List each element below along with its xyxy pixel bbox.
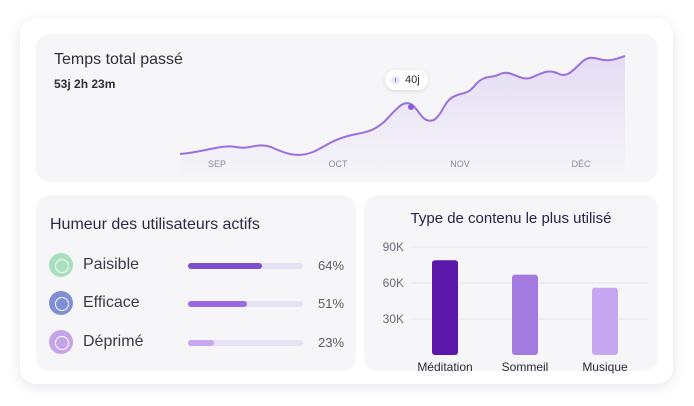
mood-bar-fill xyxy=(188,340,215,346)
mood-label: Paisible xyxy=(83,256,140,273)
time-spent-area xyxy=(180,56,625,182)
mood-panel: Humeur des utilisateurs actifs Paisible … xyxy=(36,195,356,371)
smile-icon xyxy=(49,253,73,277)
mood-title: Humeur des utilisateurs actifs xyxy=(50,216,260,233)
bar-sommeil[interactable] xyxy=(512,274,538,355)
mood-bar-fill xyxy=(188,301,247,307)
y-tick-label: 90K xyxy=(383,240,404,254)
mood-percent: 51% xyxy=(318,296,345,311)
mood-row-efficace: Efficace 51% xyxy=(49,291,349,317)
x-category-label: Méditation xyxy=(417,360,472,374)
time-tooltip-value: 40j xyxy=(405,74,420,86)
mood-row-paisible: Paisible 64% xyxy=(49,253,349,279)
mood-percent: 23% xyxy=(318,335,345,350)
time-tooltip-badge: 40j xyxy=(385,70,428,90)
focus-icon xyxy=(49,291,73,315)
mood-row-deprime: Déprimé 23% xyxy=(49,330,349,356)
time-spent-line xyxy=(179,55,626,156)
y-tick-label: 30K xyxy=(383,312,404,326)
bar-musique[interactable] xyxy=(592,287,618,355)
clock-icon xyxy=(391,75,400,85)
x-category-label: Musique xyxy=(582,360,628,374)
month-label-oct: OCT xyxy=(329,159,349,169)
content-type-panel: Type de contenu le plus utilisé 90K 60K 30… xyxy=(364,195,658,374)
time-spent-highlight-point[interactable] xyxy=(408,104,414,110)
sad-icon xyxy=(49,330,73,354)
y-tick-label: 60K xyxy=(383,276,404,290)
content-type-title: Type de contenu le plus utilisé xyxy=(410,210,612,227)
mood-percent: 64% xyxy=(318,258,345,273)
time-spent-panel: Temps total passé 53j 2h 23m SEP OCT NOV… xyxy=(36,34,658,182)
mood-bar-fill xyxy=(188,263,262,269)
bar-méditation[interactable] xyxy=(432,260,458,355)
mood-label: Déprimé xyxy=(83,333,144,350)
month-label-sep: SEP xyxy=(208,159,226,169)
mood-bar-track xyxy=(188,340,303,346)
dashboard-card: Temps total passé 53j 2h 23m SEP OCT NOV… xyxy=(20,18,673,384)
time-spent-title: Temps total passé xyxy=(54,51,183,68)
month-label-nov: NOV xyxy=(450,159,470,169)
mood-label: Efficace xyxy=(83,294,140,311)
time-spent-total: 53j 2h 23m xyxy=(54,77,116,91)
mood-bar-track xyxy=(188,263,303,269)
mood-bar-track xyxy=(188,301,303,307)
time-spent-line-chart: SEP OCT NOV DÉC xyxy=(179,55,626,182)
content-type-bar-chart: 90K 60K 30K Méditation Sommeil Musique xyxy=(383,240,648,374)
month-label-dec: DÉC xyxy=(571,159,591,169)
x-category-label: Sommeil xyxy=(502,360,549,374)
